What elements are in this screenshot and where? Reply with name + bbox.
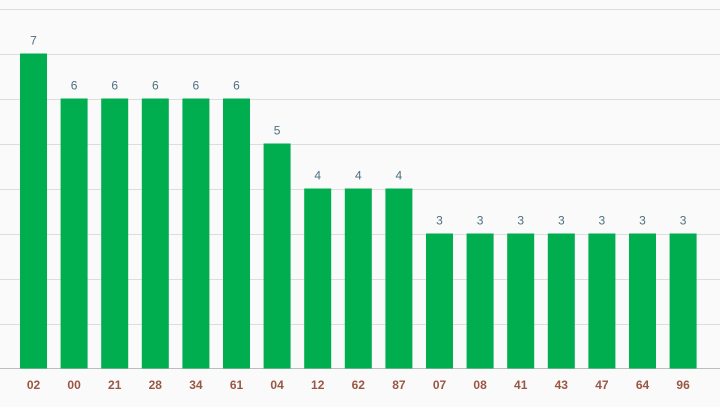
category-label-08: 08 bbox=[473, 378, 487, 392]
bar-47 bbox=[588, 233, 616, 369]
value-label-87: 4 bbox=[396, 169, 403, 183]
category-label-47: 47 bbox=[595, 378, 609, 392]
category-label-04: 04 bbox=[270, 378, 284, 392]
bar-07 bbox=[426, 233, 453, 369]
category-label-64: 64 bbox=[636, 378, 650, 392]
value-label-43: 3 bbox=[558, 214, 565, 228]
category-label-28: 28 bbox=[149, 378, 163, 392]
category-label-07: 07 bbox=[433, 378, 447, 392]
bar-61 bbox=[223, 98, 250, 369]
bar-62 bbox=[344, 188, 372, 369]
category-label-12: 12 bbox=[311, 378, 325, 392]
value-label-47: 3 bbox=[599, 214, 606, 228]
bar-96 bbox=[669, 233, 697, 369]
category-label-02: 02 bbox=[27, 378, 41, 392]
value-label-96: 3 bbox=[680, 214, 687, 228]
bar-00 bbox=[60, 98, 88, 369]
category-label-43: 43 bbox=[555, 378, 569, 392]
category-label-21: 21 bbox=[108, 378, 122, 392]
bar-28 bbox=[141, 98, 169, 369]
value-label-41: 3 bbox=[517, 214, 524, 228]
value-label-61: 6 bbox=[233, 79, 240, 93]
value-label-34: 6 bbox=[193, 79, 200, 93]
value-label-62: 4 bbox=[355, 169, 362, 183]
value-label-28: 6 bbox=[152, 79, 159, 93]
bars bbox=[20, 53, 697, 369]
bar-87 bbox=[385, 188, 413, 369]
category-label-62: 62 bbox=[352, 378, 366, 392]
bar-02 bbox=[20, 53, 47, 369]
category-label-41: 41 bbox=[514, 378, 528, 392]
bar-04 bbox=[263, 143, 291, 369]
category-label-96: 96 bbox=[676, 378, 690, 392]
category-label-34: 34 bbox=[189, 378, 203, 392]
value-label-12: 4 bbox=[314, 169, 321, 183]
bar-43 bbox=[547, 233, 575, 369]
bar-12 bbox=[304, 188, 332, 369]
value-label-02: 7 bbox=[30, 34, 37, 48]
category-label-00: 00 bbox=[67, 378, 81, 392]
bar-64 bbox=[629, 233, 656, 369]
bar-34 bbox=[182, 98, 210, 369]
value-label-08: 3 bbox=[477, 214, 484, 228]
bar-08 bbox=[466, 233, 494, 369]
value-label-64: 3 bbox=[639, 214, 646, 228]
value-label-21: 6 bbox=[111, 79, 118, 93]
value-label-07: 3 bbox=[436, 214, 443, 228]
bar-41 bbox=[507, 233, 535, 369]
category-label-61: 61 bbox=[230, 378, 244, 392]
labels: 7 02 6 00 6 21 6 28 6 34 6 61 5 04 4 12 4 62 4 87 3 07 3 08 3 41 3… bbox=[27, 34, 690, 393]
value-label-04: 5 bbox=[274, 124, 281, 138]
category-label-87: 87 bbox=[392, 378, 406, 392]
value-label-00: 6 bbox=[71, 79, 78, 93]
bar-21 bbox=[101, 98, 129, 369]
